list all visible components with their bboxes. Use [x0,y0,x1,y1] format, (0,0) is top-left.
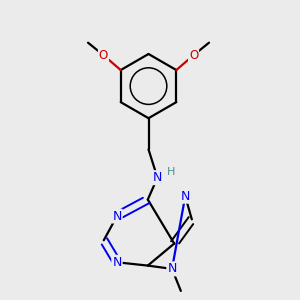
Text: O: O [99,49,108,62]
Text: N: N [153,171,162,184]
Text: N: N [112,209,122,223]
Text: H: H [167,167,175,177]
Text: N: N [181,190,190,203]
Text: O: O [189,49,198,62]
Text: N: N [167,262,177,275]
Text: N: N [112,256,122,269]
